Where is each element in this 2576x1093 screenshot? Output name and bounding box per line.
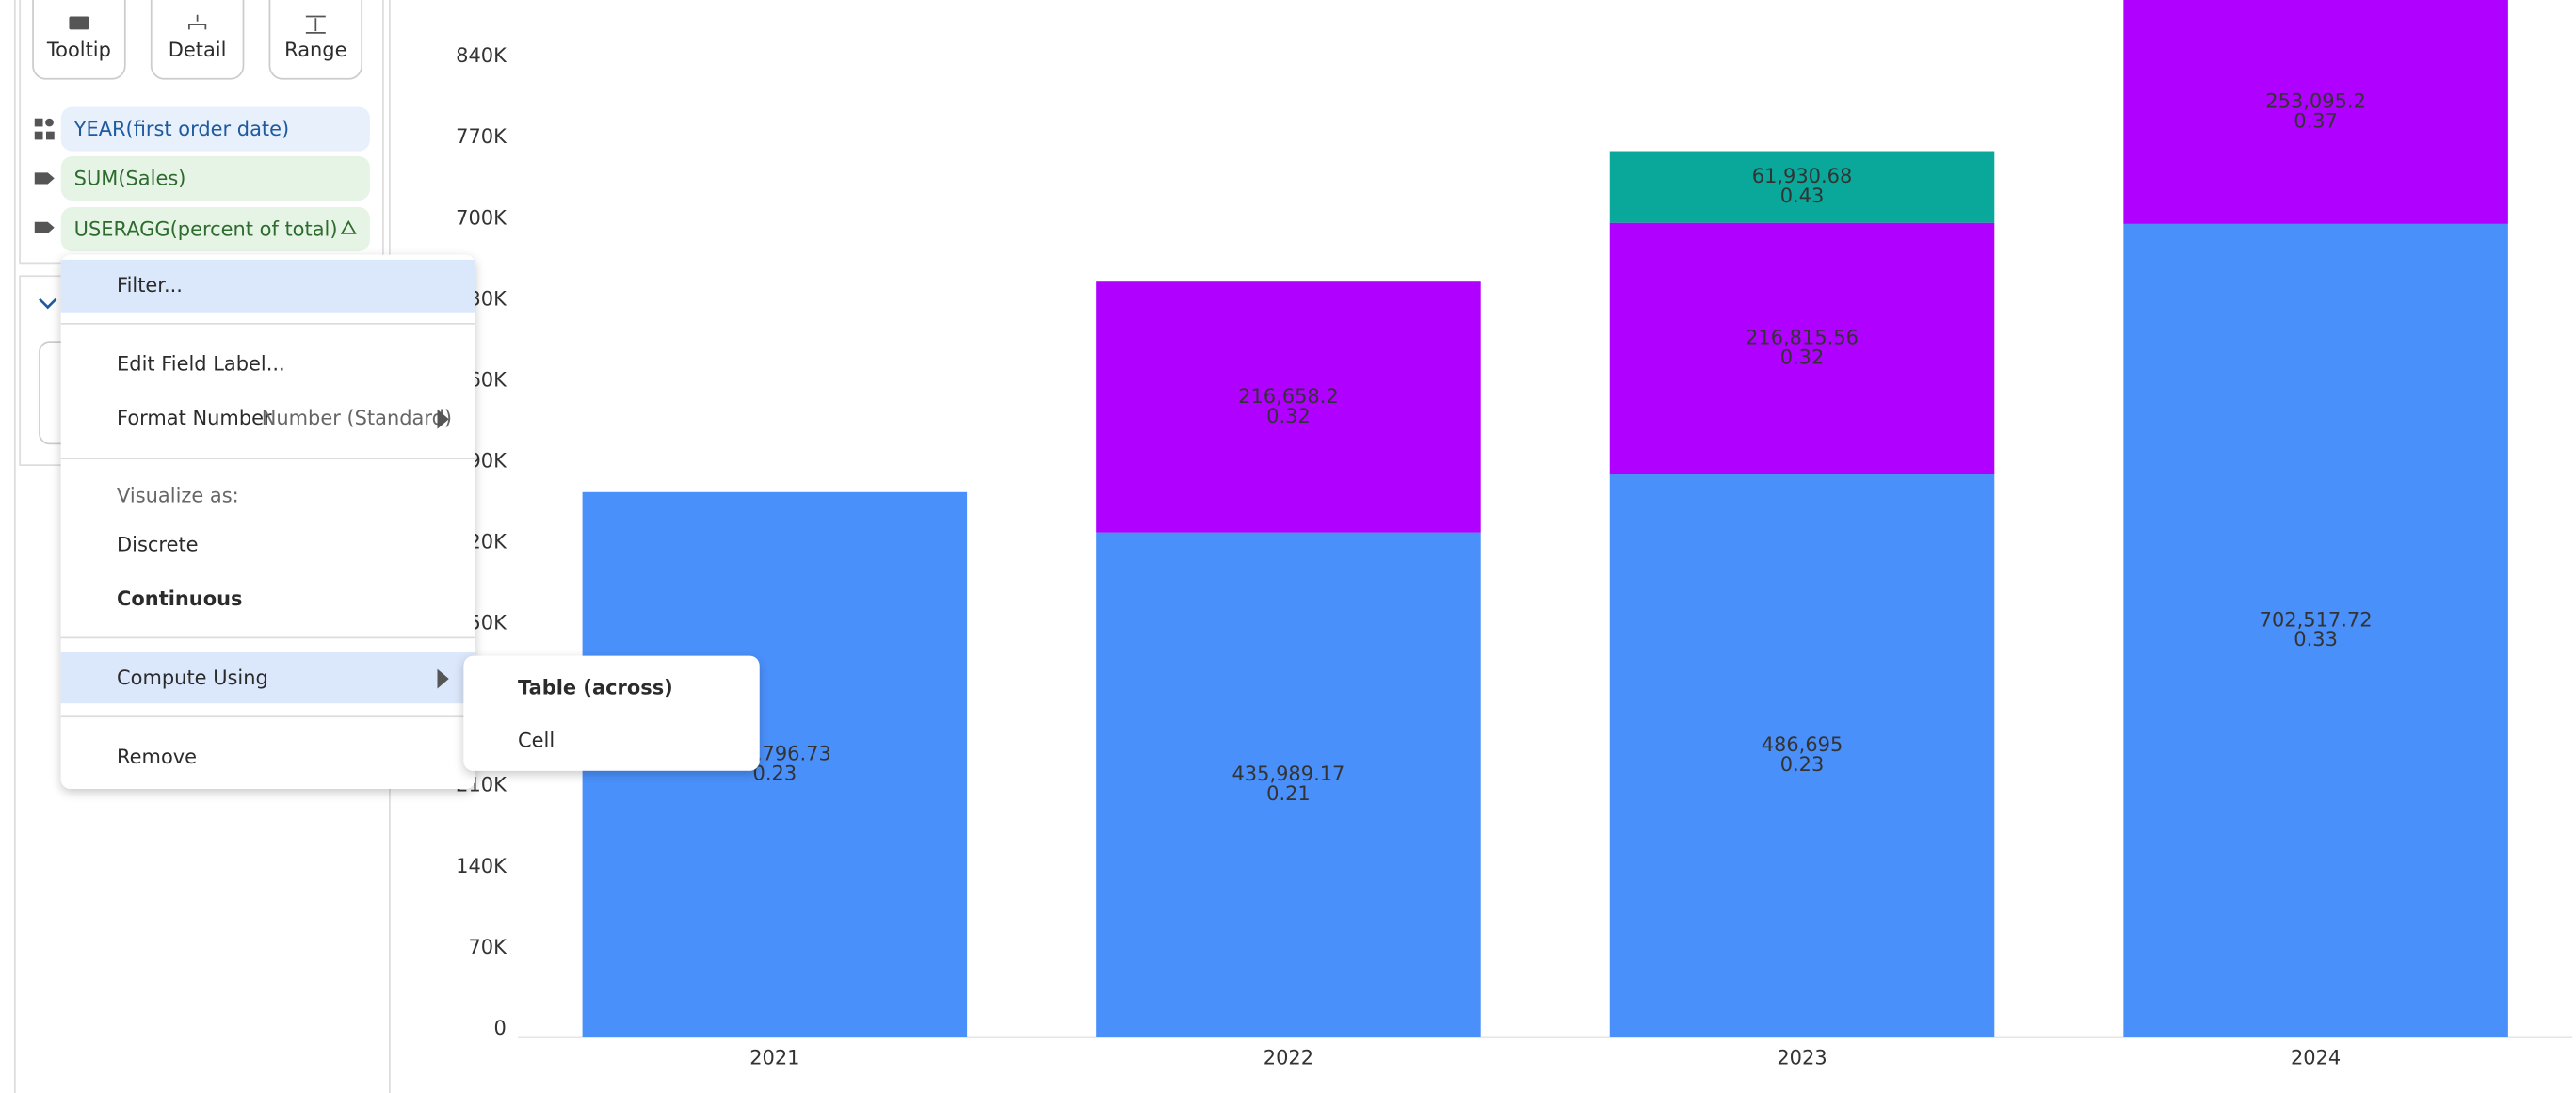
bar-segment [2123, 223, 2508, 1037]
bar-segment [1609, 151, 1995, 223]
mark-button[interactable] [150, 0, 245, 80]
warning-icon [340, 219, 357, 234]
chart: 070K140K210K280K350K420K490K560K630K700K… [456, 0, 2573, 1069]
menu-separators [60, 323, 475, 718]
pill-label: USERAGG(percent of total) [74, 217, 338, 240]
submenu-item[interactable]: Cell [518, 729, 555, 751]
x-tick-label: 2021 [749, 1046, 799, 1069]
pill[interactable] [60, 106, 370, 152]
y-tick-label: 700K [456, 206, 507, 229]
percent-label: 0.32 [1266, 405, 1311, 427]
context-menu: Filter... Edit Field Label... Format Num… [60, 254, 760, 790]
bar-segment [2123, 0, 2508, 224]
icon [34, 118, 55, 140]
y-tick-label: 70K [468, 936, 507, 958]
submenu-item[interactable]: Table (across) [518, 677, 673, 699]
menu-box [60, 254, 475, 790]
icon [69, 16, 89, 30]
y-tick-label: 0 [494, 1017, 507, 1039]
percent-label: 0.37 [2294, 109, 2338, 132]
bar-segment [1609, 222, 1995, 474]
value-label: 216,658.2 [1238, 385, 1339, 408]
button-label: Tooltip [46, 39, 111, 61]
menu-value: Number (Standard) [262, 407, 452, 429]
y-tick-label: 770K [456, 125, 507, 148]
icon [188, 14, 207, 30]
icon [305, 15, 326, 34]
bar-segment [1609, 474, 1995, 1037]
icon [34, 172, 55, 185]
percent-label: 0.23 [753, 763, 797, 785]
submenu-box [463, 655, 760, 771]
value-label: 216,815.56 [1746, 326, 1859, 348]
x-tick-label: 2023 [1777, 1046, 1827, 1069]
menu-highlight [60, 259, 475, 313]
y-tick-label: 140K [456, 855, 507, 877]
value-label: 435,989.17 [1232, 763, 1344, 785]
submenu-arrow [437, 409, 449, 429]
value-label: 486,695 [1762, 733, 1843, 756]
menu-item[interactable]: Discrete [117, 534, 198, 556]
pill[interactable] [60, 155, 370, 201]
menu-heading: Visualize as: [117, 484, 239, 506]
submenu-arrow [437, 668, 449, 689]
button-label: Detail [169, 39, 227, 61]
menu-item[interactable]: Format Number [117, 407, 272, 429]
chevron[interactable] [39, 297, 57, 310]
percent-label: 0.23 [1780, 753, 1825, 776]
percent-label: 0.43 [1780, 185, 1825, 207]
menu-item[interactable]: Compute Using [117, 667, 268, 689]
icon [34, 221, 55, 233]
percent-label: 0.33 [2294, 628, 2338, 651]
menu-item[interactable]: Filter... [117, 274, 183, 297]
pill[interactable] [60, 206, 370, 252]
bar-segment [1096, 281, 1481, 533]
value-label: 253,095.2 [2265, 89, 2366, 112]
pill-label: YEAR(first order date) [73, 118, 290, 140]
x-tick-label: 2024 [2291, 1046, 2341, 1069]
value-label: 61,930.68 [1752, 165, 1853, 187]
bar-segment [1096, 532, 1481, 1037]
menu-item[interactable]: Continuous [117, 587, 242, 610]
menu-item[interactable]: Remove [117, 746, 197, 768]
percent-label: 0.21 [1266, 782, 1311, 805]
button-label: Range [284, 39, 346, 61]
percent-label: 0.32 [1780, 346, 1825, 368]
mark-button[interactable] [268, 0, 363, 80]
mark-button[interactable] [32, 0, 126, 80]
menu-highlight [60, 652, 475, 704]
y-tick-label: 840K [456, 44, 507, 67]
x-tick-label: 2022 [1264, 1046, 1313, 1069]
menu-item[interactable]: Edit Field Label... [117, 353, 285, 376]
pill-label: SUM(Sales) [74, 167, 186, 189]
value-label: 702,517.72 [2260, 608, 2373, 631]
